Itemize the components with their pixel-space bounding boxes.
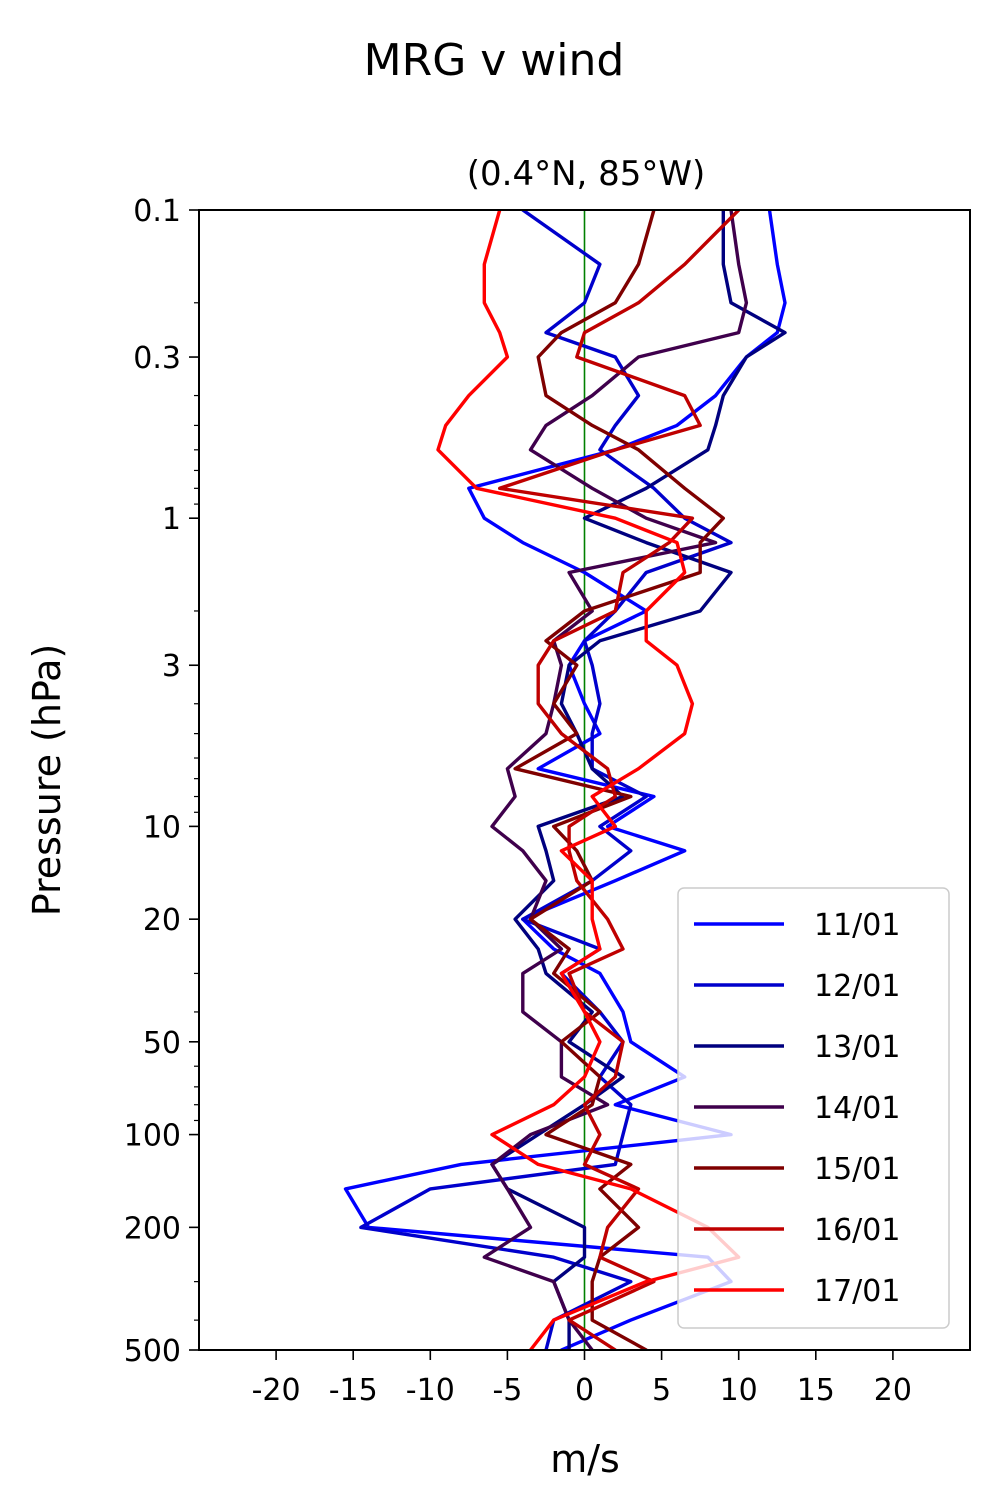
x-tick-label: -5	[492, 1373, 522, 1408]
x-tick-label: -10	[406, 1373, 455, 1408]
legend-label: 17/01	[814, 1274, 900, 1309]
y-tick-label: 20	[143, 903, 181, 938]
legend-label: 14/01	[814, 1091, 900, 1126]
series-line-12-01	[359, 210, 733, 1350]
plot-frame	[198, 209, 971, 1351]
x-tick-label: 20	[874, 1373, 912, 1408]
y-axis-label: Pressure (hPa)	[25, 644, 69, 917]
x-axis-label: m/s	[550, 1437, 620, 1481]
y-tick-label: 10	[143, 810, 181, 845]
legend-label: 15/01	[814, 1152, 900, 1187]
y-tick-label: 0.1	[133, 194, 181, 229]
x-axis-ticks: -20 -15 -10 -5 0 5 10 15 20	[252, 1350, 912, 1408]
series-lines	[343, 210, 787, 1350]
legend: 11/01 12/01 13/01 14/01 15/01 16/01 17/01	[677, 887, 950, 1329]
series-line-17-01	[436, 210, 741, 1350]
x-tick-label: 5	[652, 1373, 671, 1408]
legend-label: 16/01	[814, 1213, 900, 1248]
y-tick-label: 100	[124, 1119, 181, 1154]
y-tick-label: 1	[162, 502, 181, 537]
series-line-16-01	[498, 210, 741, 1350]
x-tick-label: 15	[797, 1373, 835, 1408]
legend-frame	[677, 887, 950, 1329]
y-tick-label: 50	[143, 1026, 181, 1061]
x-tick-label: -15	[329, 1373, 378, 1408]
y-tick-label: 3	[162, 649, 181, 684]
legend-label: 12/01	[814, 969, 900, 1004]
y-tick-label: 500	[124, 1334, 181, 1369]
series-line-14-01	[482, 210, 749, 1350]
x-tick-label: 0	[575, 1373, 594, 1408]
x-tick-label: -20	[252, 1373, 301, 1408]
y-tick-label: 0.3	[133, 341, 181, 376]
legend-label: 13/01	[814, 1030, 900, 1065]
legend-label: 11/01	[814, 908, 900, 943]
x-tick-label: 10	[720, 1373, 758, 1408]
axes-title: (0.4°N, 85°W)	[467, 154, 706, 194]
y-tick-label: 200	[124, 1211, 181, 1246]
series-line-11-01	[343, 210, 787, 1350]
y-axis-ticks: 0.1 0.3 1 3 10 20 50 100 200 500	[124, 194, 199, 1369]
figure-suptitle: MRG v wind	[364, 35, 625, 86]
series-line-15-01	[513, 210, 725, 1350]
